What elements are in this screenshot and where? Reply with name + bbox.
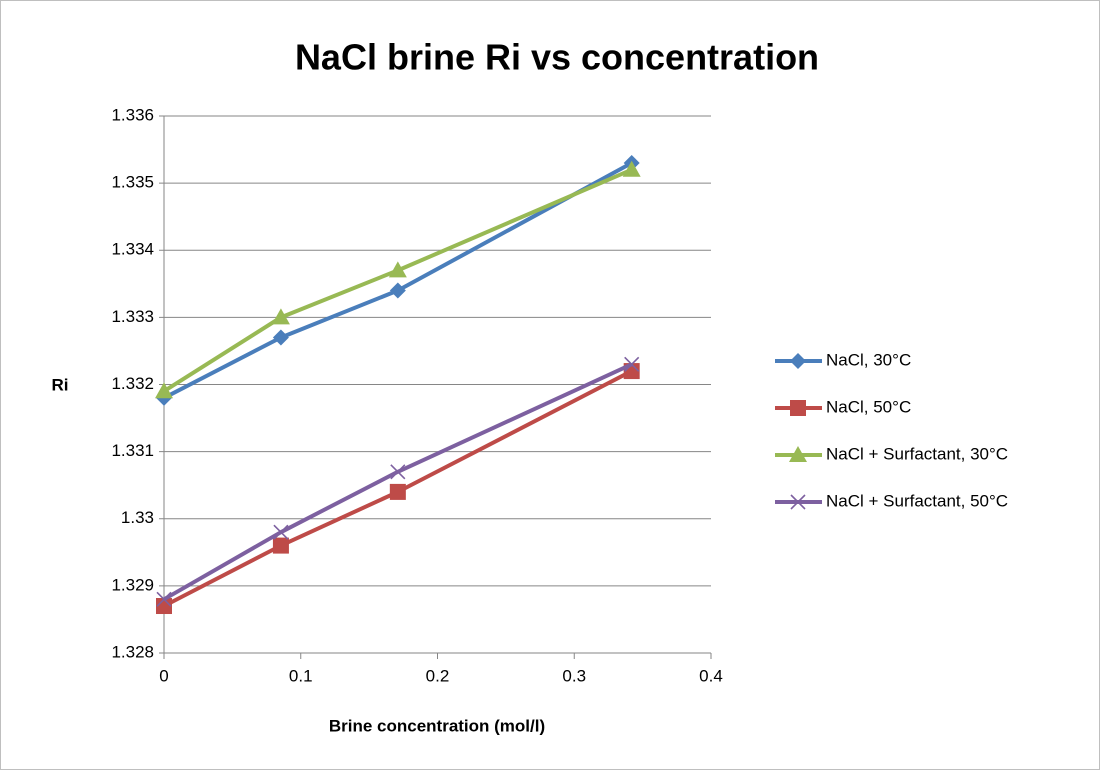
legend-label: NaCl + Surfactant, 50°C: [826, 491, 1008, 510]
legend-marker: [790, 494, 806, 510]
marker: [156, 598, 172, 615]
series-line: [163, 161, 633, 400]
marker: [273, 524, 289, 540]
marker: [155, 382, 173, 399]
x-axis-label: Brine concentration (mol/l): [329, 716, 545, 735]
marker: [622, 160, 641, 177]
legend-label: NaCl, 30°C: [826, 350, 911, 369]
legend-marker: [789, 446, 807, 462]
y-tick-label: 1.331: [111, 441, 154, 460]
marker: [388, 261, 407, 278]
series-line: [163, 362, 633, 602]
legend-marker: [790, 400, 806, 416]
x-tick-label: 0.3: [562, 666, 586, 685]
x-tick-label: 0.4: [699, 666, 723, 685]
y-tick-label: 1.332: [111, 374, 154, 393]
chart-title: NaCl brine Ri vs concentration: [295, 37, 819, 78]
marker: [390, 464, 406, 480]
y-tick-label: 1.33: [121, 508, 154, 527]
marker: [156, 591, 172, 607]
marker: [272, 329, 289, 346]
x-tick-label: 0.1: [289, 666, 313, 685]
legend-label: NaCl, 50°C: [826, 397, 911, 416]
y-tick-label: 1.329: [111, 575, 154, 594]
legend-label: NaCl + Surfactant, 30°C: [826, 444, 1008, 463]
series-line: [163, 369, 633, 608]
marker: [389, 282, 406, 299]
marker: [272, 537, 289, 554]
y-tick-label: 1.334: [111, 240, 154, 259]
series-line: [162, 167, 633, 393]
marker: [624, 356, 640, 372]
marker: [389, 483, 406, 500]
x-tick-label: 0.2: [426, 666, 450, 685]
y-tick-label: 1.328: [111, 642, 154, 661]
marker: [271, 308, 290, 325]
y-tick-label: 1.333: [111, 307, 154, 326]
y-axis-label: Ri: [52, 375, 69, 394]
y-tick-label: 1.336: [111, 105, 154, 124]
y-tick-label: 1.335: [111, 173, 154, 192]
x-tick-label: 0: [159, 666, 168, 685]
legend-marker: [790, 353, 806, 369]
